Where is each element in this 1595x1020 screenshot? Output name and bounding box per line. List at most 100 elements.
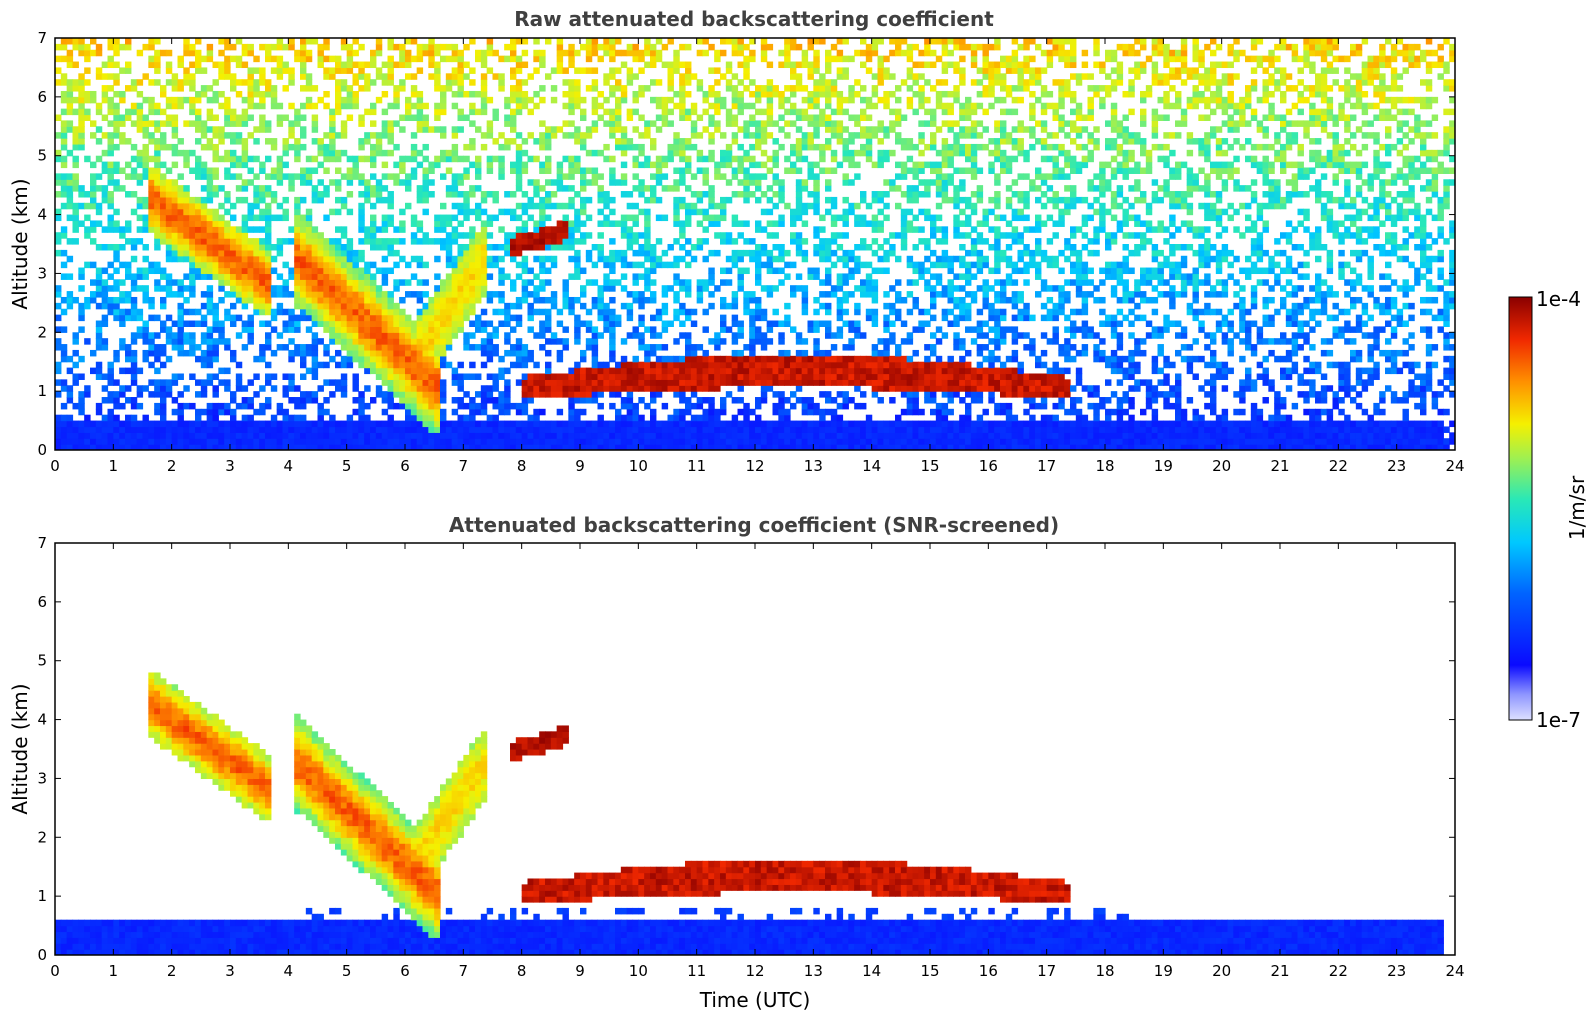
heatmap-cell [603, 438, 610, 445]
heatmap-cell [399, 349, 406, 357]
heatmap-cell [55, 179, 62, 186]
heatmap-cell [206, 379, 214, 386]
heatmap-cell [661, 367, 669, 375]
heatmap-cell [177, 96, 184, 104]
heatmap-cell [533, 238, 540, 245]
heatmap-cell [300, 220, 307, 227]
heatmap-cell [101, 426, 109, 433]
heatmap-cell [416, 220, 424, 227]
heatmap-cell [317, 361, 324, 369]
heatmap-cell [673, 426, 680, 433]
heatmap-cell [305, 179, 313, 186]
heatmap-cell [165, 355, 173, 363]
heatmap-cell [259, 185, 266, 192]
heatmap-cell [568, 444, 575, 450]
heatmap-cell [84, 414, 91, 422]
heatmap-cell [410, 167, 418, 174]
heatmap-cell [486, 385, 494, 392]
heatmap-cell [90, 432, 97, 439]
heatmap-cell [364, 349, 371, 357]
heatmap-cell [737, 326, 744, 333]
heatmap-cell [265, 244, 272, 251]
heatmap-cell [603, 361, 610, 369]
heatmap-cell [527, 279, 534, 286]
heatmap-cell [346, 114, 354, 121]
heatmap-cell [591, 438, 599, 445]
heatmap-cell [230, 267, 237, 275]
heatmap-cell [294, 173, 301, 180]
heatmap-cell [364, 108, 371, 116]
heatmap-cell [667, 373, 674, 380]
heatmap-cell [766, 291, 774, 298]
heatmap-cell [422, 143, 429, 151]
heatmap-cell [539, 132, 546, 139]
heatmap-cell [480, 196, 488, 204]
heatmap-cell [644, 344, 651, 351]
heatmap-cell [399, 79, 406, 86]
heatmap-cell [335, 296, 342, 304]
heatmap-cell [352, 332, 359, 339]
heatmap-cell [655, 332, 663, 339]
heatmap-cell [171, 279, 179, 286]
heatmap-cell [743, 432, 750, 439]
heatmap-cell [183, 49, 190, 57]
heatmap-cell [720, 438, 727, 445]
heatmap-cell [620, 161, 628, 169]
heatmap-cell [702, 126, 709, 133]
heatmap-cell [387, 55, 394, 63]
heatmap-cell [282, 426, 289, 433]
heatmap-cell [130, 302, 138, 310]
heatmap-cell [329, 414, 336, 422]
heatmap-cell [352, 373, 359, 380]
heatmap-cell [381, 373, 389, 380]
heatmap-cell [381, 132, 389, 139]
heatmap-cell [189, 85, 196, 92]
heatmap-cell [638, 67, 645, 74]
heatmap-cell [725, 426, 733, 433]
heatmap-cell [527, 426, 534, 433]
heatmap-cell [224, 167, 231, 174]
heatmap-cell [130, 120, 138, 127]
heatmap-cell [66, 90, 74, 98]
heatmap-cell [702, 385, 709, 392]
heatmap-cell [183, 73, 190, 80]
heatmap-cell [370, 444, 377, 450]
heatmap-cell [720, 338, 727, 345]
heatmap-cell [784, 361, 791, 369]
heatmap-cell [300, 314, 307, 322]
heatmap-cell [375, 143, 383, 151]
heatmap-cell [230, 302, 237, 310]
heatmap-cell [107, 444, 114, 450]
heatmap-cell [766, 326, 774, 333]
heatmap-cell [498, 408, 505, 416]
heatmap-cell [527, 96, 534, 104]
heatmap-cell [626, 367, 634, 375]
heatmap-cell [393, 332, 400, 339]
heatmap-cell [475, 326, 482, 333]
heatmap-cell [282, 67, 289, 74]
heatmap-cell [335, 291, 342, 298]
heatmap-cell [270, 167, 278, 174]
heatmap-cell [580, 167, 587, 174]
heatmap-cell [113, 208, 120, 216]
heatmap-cell [685, 73, 692, 80]
heatmap-cell [463, 167, 470, 174]
heatmap-cell [340, 196, 348, 204]
heatmap-cell [416, 226, 424, 233]
heatmap-cell [270, 43, 278, 51]
heatmap-cell [568, 244, 575, 251]
heatmap-cell [136, 285, 144, 292]
heatmap-cell [440, 438, 447, 445]
heatmap-cell [545, 367, 552, 375]
heatmap-cell [667, 185, 674, 192]
heatmap-cell [136, 391, 144, 398]
heatmap-cell [533, 308, 540, 316]
heatmap-cell [784, 108, 791, 116]
heatmap-cell [154, 444, 161, 450]
heatmap-cell [405, 108, 412, 116]
heatmap-cell [195, 344, 202, 351]
heatmap-cell [113, 38, 120, 45]
heatmap-cell [165, 438, 173, 445]
heatmap-cell [136, 226, 144, 233]
heatmap-cell [486, 273, 494, 280]
